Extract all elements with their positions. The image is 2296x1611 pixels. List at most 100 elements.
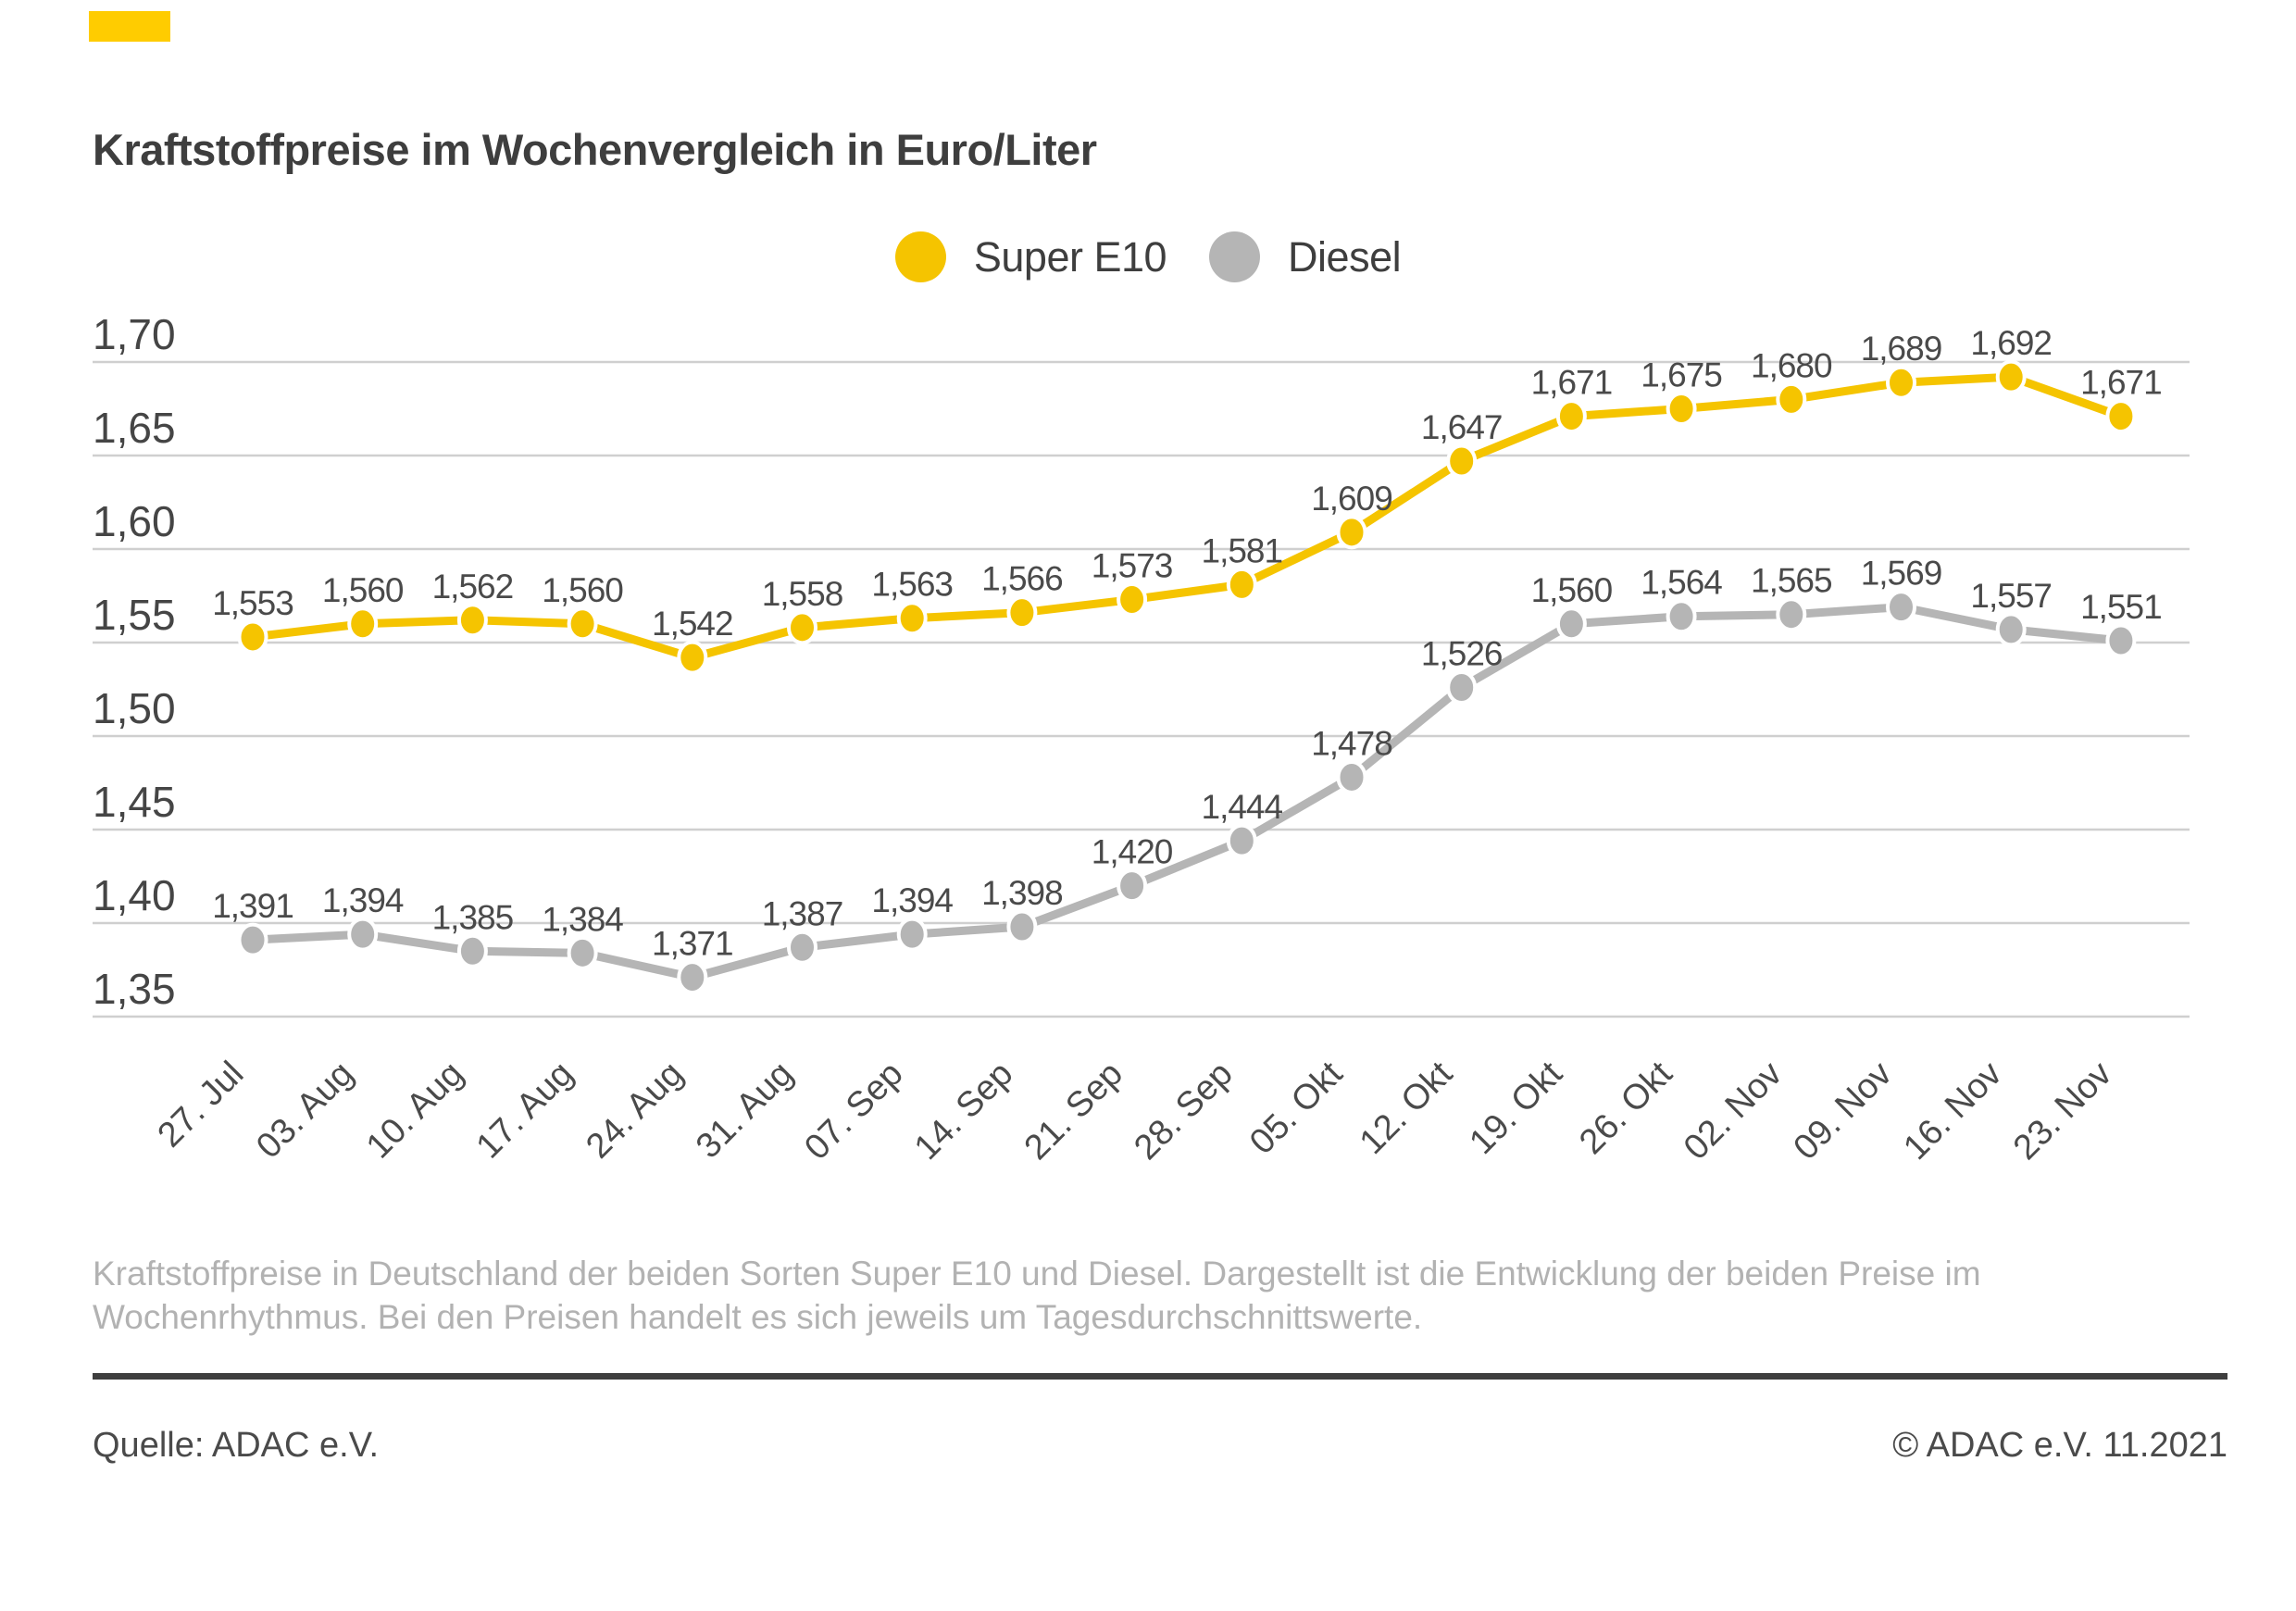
data-point-label: 1,671 xyxy=(1531,364,1613,402)
data-point-marker xyxy=(1886,365,1916,400)
y-axis-tick-label: 1,55 xyxy=(93,591,176,639)
data-point-marker xyxy=(1336,759,1367,794)
chart-legend: Super E10 Diesel xyxy=(0,231,2296,282)
data-point-marker xyxy=(787,930,817,965)
data-point-label: 1,553 xyxy=(212,584,293,622)
footer-divider xyxy=(93,1373,2227,1380)
data-point-marker xyxy=(677,960,708,995)
x-axis-tick-label: 17. Aug xyxy=(469,1055,581,1167)
y-axis-tick-label: 1,45 xyxy=(93,778,176,826)
legend-swatch-super-e10-icon xyxy=(894,231,946,282)
data-point-marker xyxy=(1776,597,1807,632)
x-axis-tick-label: 31. Aug xyxy=(689,1055,801,1167)
data-point-marker xyxy=(567,935,598,970)
y-axis-tick-label: 1,65 xyxy=(93,404,176,452)
data-point-label: 1,581 xyxy=(1202,531,1283,569)
x-axis-tick-label: 26. Okt xyxy=(1572,1054,1680,1162)
copyright-text: © ADAC e.V. 11.2021 xyxy=(1892,1426,2227,1465)
data-point-marker xyxy=(2105,399,2137,434)
chart-description-line-2: Wochenrhythmus. Bei den Preisen handelt … xyxy=(93,1298,1423,1336)
data-point-label: 1,680 xyxy=(1751,346,1832,384)
data-point-label: 1,562 xyxy=(432,568,514,606)
data-point-label: 1,557 xyxy=(1970,577,2052,615)
data-point-marker xyxy=(1886,590,1916,625)
data-point-marker xyxy=(1446,669,1478,705)
legend-item-diesel: Diesel xyxy=(1209,231,1402,282)
x-axis-tick-label: 03. Aug xyxy=(249,1055,361,1167)
series-line-super-e10 xyxy=(248,372,2126,662)
chart-description: Kraftstoffpreise in Deutschland der beid… xyxy=(93,1252,1981,1339)
data-point-label: 1,526 xyxy=(1421,634,1503,672)
legend-label-diesel: Diesel xyxy=(1288,232,1402,281)
data-point-marker xyxy=(677,640,708,675)
data-point-label: 1,420 xyxy=(1092,833,1173,871)
data-point-marker xyxy=(1666,599,1697,634)
data-point-label: 1,573 xyxy=(1092,547,1173,585)
y-axis-tick-label: 1,40 xyxy=(93,871,176,919)
data-point-marker xyxy=(347,917,379,952)
data-point-marker xyxy=(896,601,928,636)
data-point-marker xyxy=(1226,567,1257,602)
data-point-label: 1,384 xyxy=(542,900,623,938)
data-point-label: 1,391 xyxy=(212,887,293,925)
data-point-marker xyxy=(567,606,598,642)
data-point-marker xyxy=(237,922,268,957)
data-point-marker xyxy=(1995,359,2027,394)
x-axis-tick-label: 02. Nov xyxy=(1677,1055,1790,1168)
data-point-marker xyxy=(1336,515,1367,550)
data-point-marker xyxy=(456,933,488,968)
legend-label-super-e10: Super E10 xyxy=(973,232,1167,281)
data-point-marker xyxy=(456,603,488,638)
x-axis-tick-label: 12. Okt xyxy=(1353,1054,1461,1162)
data-point-marker xyxy=(1776,381,1807,417)
data-point-label: 1,563 xyxy=(871,566,953,604)
data-point-label: 1,689 xyxy=(1861,330,1942,368)
x-axis-tick-label: 21. Sep xyxy=(1017,1055,1130,1168)
x-axis-tick-label: 28. Sep xyxy=(1127,1055,1240,1168)
data-point-marker xyxy=(1446,443,1478,479)
data-point-label: 1,609 xyxy=(1311,480,1392,518)
series-line-diesel xyxy=(248,603,2126,982)
data-point-marker xyxy=(1006,909,1038,944)
data-point-label: 1,398 xyxy=(981,874,1063,912)
data-point-marker xyxy=(1555,606,1587,642)
x-axis-tick-label: 27. Jul xyxy=(150,1055,251,1155)
data-point-label: 1,560 xyxy=(322,571,404,609)
source-text: Quelle: ADAC e.V. xyxy=(93,1426,380,1465)
data-point-label: 1,478 xyxy=(1311,724,1392,762)
legend-item-super-e10: Super E10 xyxy=(894,231,1167,282)
legend-swatch-diesel-icon xyxy=(1209,231,1261,282)
data-point-label: 1,385 xyxy=(432,898,514,936)
x-axis-tick-label: 16. Nov xyxy=(1896,1055,2009,1168)
data-point-label: 1,647 xyxy=(1421,408,1503,446)
y-axis-tick-label: 1,70 xyxy=(93,310,176,358)
source-row: Quelle: ADAC e.V. © ADAC e.V. 11.2021 xyxy=(93,1426,2227,1466)
data-point-label: 1,565 xyxy=(1751,562,1832,600)
page-title: Kraftstoffpreise im Wochenvergleich in E… xyxy=(93,125,1097,174)
x-axis-tick-label: 05. Okt xyxy=(1242,1054,1351,1162)
x-axis-tick-label: 23. Nov xyxy=(2006,1055,2119,1168)
data-point-label: 1,394 xyxy=(322,881,404,919)
data-point-marker xyxy=(347,606,379,642)
brand-accent-bar xyxy=(89,11,170,42)
data-point-label: 1,444 xyxy=(1202,788,1283,826)
data-point-marker xyxy=(1666,392,1697,426)
data-point-marker xyxy=(1117,582,1148,618)
data-point-label: 1,387 xyxy=(762,894,843,932)
data-point-label: 1,671 xyxy=(2080,364,2162,402)
data-point-marker xyxy=(1226,823,1257,858)
data-point-marker xyxy=(2105,623,2137,658)
data-point-marker xyxy=(1995,612,2027,647)
data-point-label: 1,394 xyxy=(871,881,953,919)
data-point-label: 1,569 xyxy=(1861,555,1942,593)
x-axis-tick-label: 09. Nov xyxy=(1787,1055,1900,1168)
data-point-marker xyxy=(896,917,928,952)
data-point-label: 1,675 xyxy=(1641,356,1722,394)
data-point-marker xyxy=(1006,595,1038,631)
data-point-label: 1,560 xyxy=(542,571,623,609)
data-point-marker xyxy=(1555,399,1587,434)
data-point-label: 1,371 xyxy=(652,925,733,963)
data-point-label: 1,551 xyxy=(2080,588,2162,626)
